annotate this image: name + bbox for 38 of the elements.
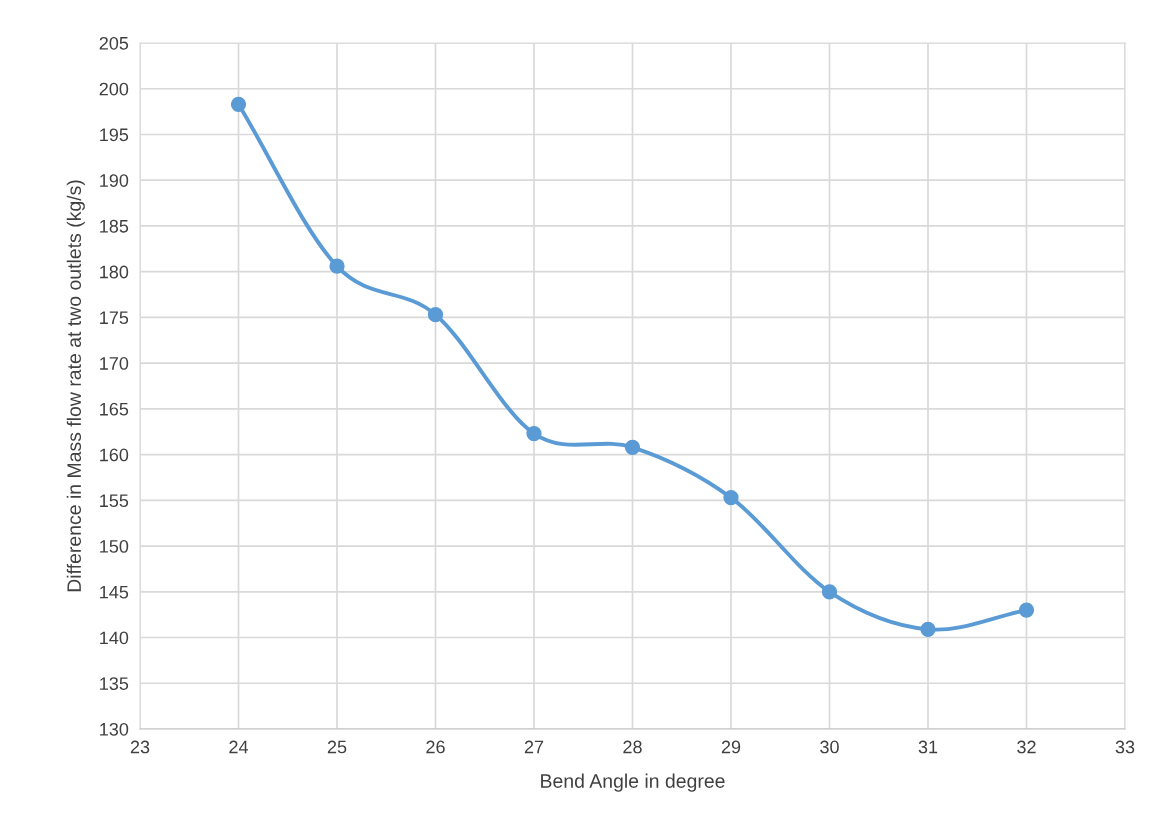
y-tick-label: 140: [100, 631, 129, 645]
y-tick-label: 205: [99, 36, 129, 50]
y-tick-label: 155: [100, 494, 129, 508]
x-tick-label: 28: [623, 740, 642, 754]
y-tick-label: 195: [100, 128, 129, 142]
x-tick-label: 32: [1017, 740, 1036, 754]
x-tick-label: 23: [130, 740, 150, 754]
point: [526, 425, 542, 442]
x-tick-label: 26: [426, 740, 445, 754]
x-tick-label: 33: [1115, 740, 1135, 754]
x-tick-label: 25: [327, 740, 347, 754]
point: [821, 584, 838, 600]
x-tick-label: 29: [721, 740, 741, 754]
point: [723, 489, 739, 506]
y-tick-label: 170: [100, 357, 129, 370]
x-tick-label: 27: [524, 740, 544, 754]
x-tick-label: 30: [820, 740, 839, 754]
y-tick-label: 145: [100, 585, 129, 599]
y-tick-label: 175: [100, 311, 129, 325]
x-tick-label: 24: [229, 740, 249, 754]
y-tick-label: 165: [100, 402, 129, 416]
y-tick-label: 185: [100, 219, 129, 233]
point: [329, 258, 345, 274]
y-tick-label: 150: [100, 540, 129, 553]
y-tick-label: 130: [100, 722, 129, 736]
point: [427, 307, 444, 323]
y-tick-label: 200: [99, 82, 129, 96]
x-tick-label: 31: [918, 740, 938, 754]
point: [624, 439, 641, 455]
y-tick-label: 180: [100, 265, 129, 279]
y-axis-title: Difference in Mass flow rate at two outlets (kg/s): [66, 180, 85, 592]
x-axis-title: Bend Angle in degree: [541, 773, 725, 792]
point: [1018, 602, 1035, 618]
y-tick-label: 135: [100, 677, 129, 690]
point: [920, 621, 936, 637]
y-tick-label: 160: [100, 448, 129, 462]
point: [230, 96, 247, 112]
y-tick-label: 190: [100, 174, 129, 187]
